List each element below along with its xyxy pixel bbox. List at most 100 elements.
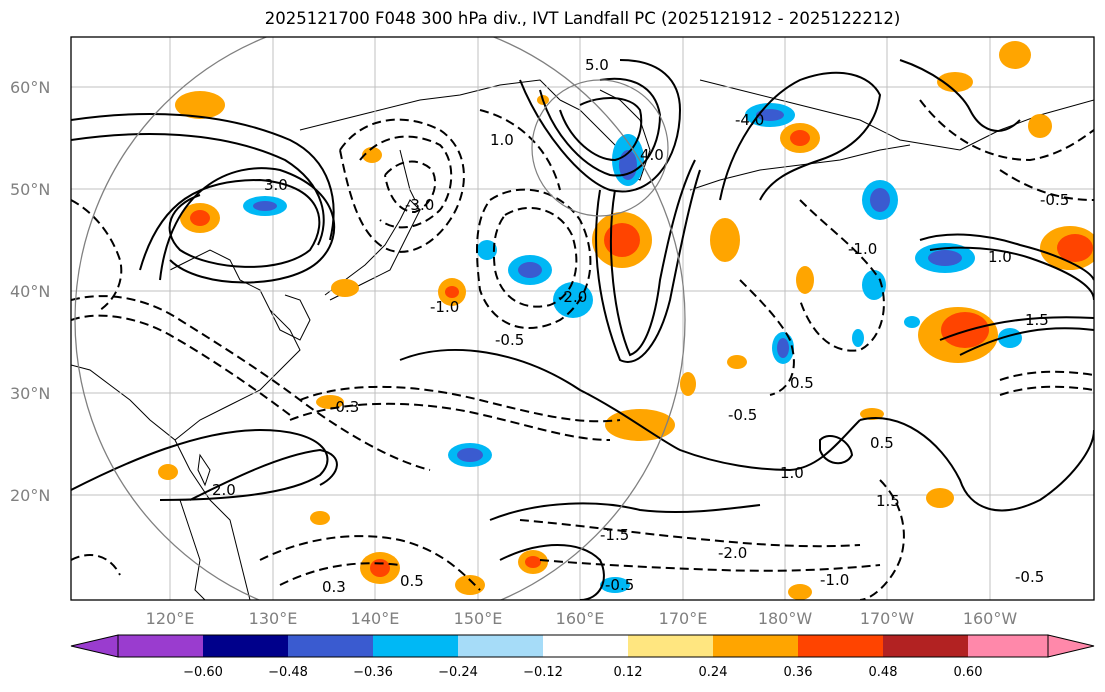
shade-blob: [316, 395, 344, 409]
contour-line: [489, 502, 761, 521]
coastline-aleutians: [689, 144, 911, 191]
colorbar-swatch: [373, 635, 458, 657]
shade-blob: [790, 130, 810, 146]
shade-blob: [518, 262, 542, 278]
colorbar-swatch: [458, 635, 543, 657]
coastline-taiwan: [197, 453, 211, 487]
contour-line: [859, 479, 905, 600]
shade-blob: [926, 488, 954, 508]
colorbar-frame: [117, 634, 1049, 658]
contour-line: [559, 97, 643, 162]
contour-label: -1.0: [430, 298, 459, 316]
shade-blob: [756, 109, 784, 121]
colorbar-swatch: [968, 635, 1048, 657]
contour-line: [999, 169, 1094, 201]
shade-blob: [904, 316, 920, 328]
contour-line: [719, 71, 882, 201]
contour-line: [899, 59, 1021, 132]
contour-line: [71, 113, 335, 241]
shade-blob: [331, 279, 359, 297]
map-background: [71, 37, 1094, 600]
shade-blob: [600, 577, 630, 593]
shade-blob: [796, 266, 814, 294]
lon-label: 170°W: [860, 609, 915, 628]
negative-contours: [71, 99, 1094, 600]
colorbar-tick: 0.12: [614, 665, 643, 680]
lat-label: 30°N: [10, 384, 50, 403]
colorbar-tick: 0.60: [954, 665, 983, 680]
shade-blob: [870, 188, 890, 212]
colorbar-swatch: [628, 635, 713, 657]
contour-line: [519, 519, 861, 548]
shade-blob: [788, 584, 812, 600]
colorbar-extend-low: [70, 634, 119, 658]
contour-line: [299, 385, 621, 423]
coastline-okhotsk: [299, 79, 561, 131]
colorbar-tick: −0.48: [268, 665, 308, 680]
shade-blob: [680, 372, 696, 396]
colorbar-tick: 0.48: [869, 665, 898, 680]
colorbar-tick: −0.60: [183, 665, 223, 680]
contour-label: -4.0: [735, 111, 764, 129]
contour-line: [919, 233, 1094, 281]
contour-label: -0.5: [605, 576, 634, 594]
map-frame: [70, 36, 1095, 601]
contour-line: [71, 295, 431, 471]
shade-blob: [862, 270, 886, 300]
colorbar-tick: 0.24: [699, 665, 728, 680]
contour-line: [339, 118, 465, 253]
lat-label: 20°N: [10, 486, 50, 505]
contour-line: [929, 246, 1094, 301]
contour-label: -1.0: [820, 571, 849, 589]
contour-label-group: -1.0 0.5 -0.5 1.0 2.0 3.0 -3.0 4.0 -4.0 …: [212, 56, 1069, 596]
shade-blob: [710, 218, 740, 262]
contour-line: [739, 279, 795, 396]
contour-line: [539, 77, 662, 177]
contour-line: [819, 435, 854, 465]
shade-blob: [253, 201, 277, 211]
contour-label: -0.3: [330, 398, 359, 416]
contour-label: -1.0: [848, 240, 877, 258]
shade-blob: [158, 464, 178, 480]
lon-label: 170°E: [659, 609, 708, 628]
colorbar-tick: −0.12: [523, 665, 563, 680]
contour-line: [279, 562, 401, 586]
contour-line: [189, 448, 338, 501]
colorbar-extend-high: [1047, 634, 1095, 658]
colorbar-swatch: [203, 635, 288, 657]
longitude-axis: 120°E 130°E 140°E 150°E 160°E 170°E 180°…: [146, 609, 1018, 628]
contour-line: [384, 160, 437, 214]
contour-line: [595, 169, 701, 363]
contour-label: 1.0: [490, 131, 514, 149]
colorbar-tick: −0.24: [438, 665, 478, 680]
contour-label: -0.5: [495, 331, 524, 349]
contour-label: -2.0: [558, 288, 587, 306]
shade-blob: [727, 355, 747, 369]
contour-label: 1.5: [876, 492, 900, 510]
contour-line: [959, 327, 1094, 356]
contour-line: [859, 417, 1094, 512]
contour-line: [139, 178, 321, 271]
shade-blob: [928, 250, 962, 266]
lon-label: 180°W: [758, 609, 813, 628]
lat-label: 50°N: [10, 180, 50, 199]
shade-blob: [852, 329, 864, 347]
shade-blob: [370, 559, 390, 577]
contour-line: [999, 370, 1094, 381]
shade-blob: [860, 408, 884, 420]
lon-label: 120°E: [146, 609, 195, 628]
contour-line: [492, 206, 578, 308]
contour-line: [499, 544, 605, 600]
lat-label: 40°N: [10, 282, 50, 301]
contour-line: [476, 188, 592, 330]
colorbar-swatch: [798, 635, 883, 657]
shade-blob: [1057, 234, 1093, 262]
shade-blob: [362, 147, 382, 163]
contour-label: 1.5: [1025, 311, 1049, 329]
contour-label: 0.5: [790, 374, 814, 392]
shade-blob: [604, 223, 640, 257]
contour-line: [479, 109, 561, 191]
contour-line: [359, 135, 453, 229]
contour-line: [71, 199, 123, 311]
coastline-china-east: [169, 249, 301, 441]
